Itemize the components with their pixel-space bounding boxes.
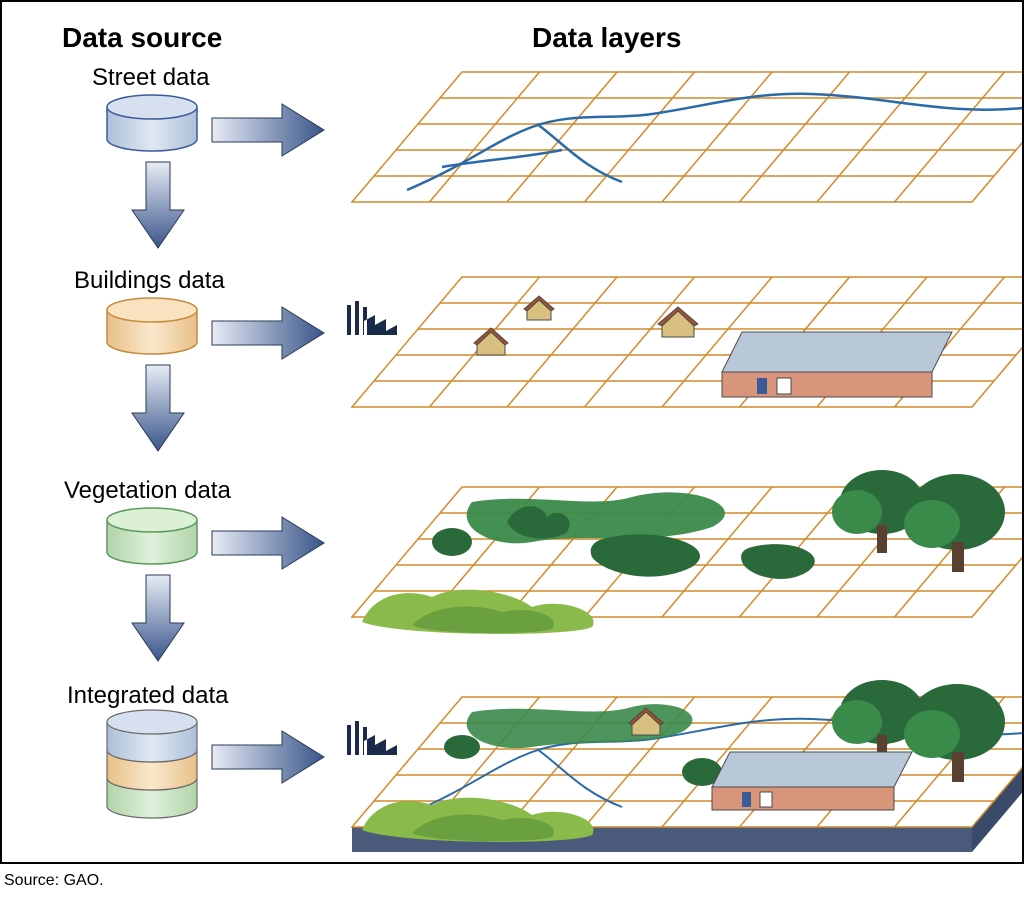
- factory-icon: [342, 721, 397, 755]
- cylinder-street: [107, 95, 197, 151]
- arrow-vegetation-down: [132, 575, 184, 661]
- cylinder-vegetation: [107, 508, 197, 564]
- source-note: Source: GAO.: [4, 872, 1024, 890]
- vegetation-patches-icon: [467, 492, 815, 579]
- factory-icon: [342, 301, 397, 335]
- arrow-buildings-right: [212, 307, 324, 359]
- big-building-icon: [722, 332, 952, 397]
- cylinder-buildings: [107, 298, 197, 354]
- arrow-buildings-down: [132, 365, 184, 451]
- grid-street: [352, 72, 1022, 202]
- arrow-vegetation-right: [212, 517, 324, 569]
- house-icon: [474, 328, 508, 355]
- tree-icon: [904, 474, 1005, 572]
- house-icon: [524, 296, 554, 320]
- bush-icon: [432, 528, 472, 556]
- grid-buildings: [342, 277, 1022, 407]
- grid-vegetation: [352, 470, 1022, 634]
- bush-icon: [444, 735, 480, 759]
- arrow-integrated-right: [212, 731, 324, 783]
- diagram-frame: Data source Data layers Street data Buil…: [0, 0, 1024, 864]
- big-building-icon: [712, 752, 912, 810]
- cylinder-integrated: [107, 710, 197, 818]
- house-icon: [658, 307, 698, 337]
- bush-icon: [362, 590, 594, 634]
- grid-integrated: [342, 680, 1022, 852]
- arrow-street-right: [212, 104, 324, 156]
- diagram-svg: [2, 2, 1022, 862]
- arrow-street-down: [132, 162, 184, 248]
